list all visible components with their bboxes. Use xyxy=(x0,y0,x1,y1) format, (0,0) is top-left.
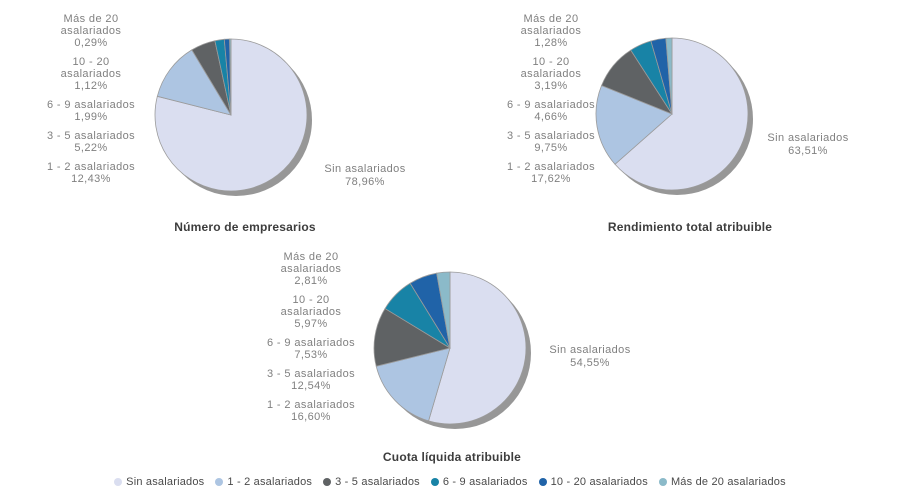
slice-label: Más de 20 asalariados 2,81% xyxy=(280,251,342,287)
legend-label: 10 - 20 asalariados xyxy=(550,476,648,488)
slice-label: 6 - 9 asalariados 1,99% xyxy=(46,99,136,123)
slice-label-sin-asalariados: Sin asalariados 63,51% xyxy=(767,132,849,157)
legend-swatch-icon xyxy=(658,478,667,486)
pie-slice-sin-asalariados[interactable] xyxy=(614,37,749,191)
legend-item[interactable]: 6 - 9 asalariados xyxy=(430,476,528,488)
legend-item[interactable]: 3 - 5 asalariados xyxy=(323,476,420,488)
slice-label: 1 - 2 asalariados 16,60% xyxy=(266,399,356,423)
slice-label: 6 - 9 asalariados 7,53% xyxy=(266,337,356,361)
legend-label: 1 - 2 asalariados xyxy=(227,476,313,488)
pie-slice-1-2-asalariados[interactable] xyxy=(595,84,673,165)
pie-slice-m-s-de-20-asalariados[interactable] xyxy=(229,38,232,116)
slice-label: 6 - 9 asalariados 4,66% xyxy=(506,99,596,123)
slice-labels-column: Más de 20 asalariados 1,28% 10 - 20 asalaria… xyxy=(476,13,626,185)
slice-labels-column: Más de 20 asalariados 0,29% 10 - 20 asalaria… xyxy=(16,13,166,185)
legend-item[interactable]: Más de 20 asalariados xyxy=(658,476,786,488)
chart-title: Número de empresarios xyxy=(174,220,316,234)
legend-swatch-icon xyxy=(215,478,224,486)
legend-swatch-icon xyxy=(430,478,439,486)
legend-swatch-icon xyxy=(323,478,332,486)
slice-label: 1 - 2 asalariados 17,62% xyxy=(506,161,596,185)
chart-title: Rendimiento total atribuible xyxy=(607,220,773,234)
pie-chart xyxy=(373,271,531,429)
pie-chart xyxy=(154,38,312,196)
legend-swatch-icon xyxy=(114,478,123,486)
legend: Sin asalariados 1 - 2 asalariados 3 - 5 as… xyxy=(0,476,900,488)
legend-item[interactable]: 10 - 20 asalariados xyxy=(538,476,648,488)
legend-label: 6 - 9 asalariados xyxy=(442,476,528,488)
slice-label: 10 - 20 asalariados 1,12% xyxy=(60,56,122,92)
slice-label: 10 - 20 asalariados 3,19% xyxy=(520,56,582,92)
slice-label: Más de 20 asalariados 1,28% xyxy=(520,13,582,49)
pie-slice-m-s-de-20-asalariados[interactable] xyxy=(436,271,451,349)
slice-label: 3 - 5 asalariados 12,54% xyxy=(266,368,356,392)
slice-label: 1 - 2 asalariados 12,43% xyxy=(46,161,136,185)
pie-slice-1-2-asalariados[interactable] xyxy=(375,347,451,422)
slice-label-sin-asalariados: Sin asalariados 54,55% xyxy=(549,344,631,369)
chart-title: Cuota líquida atribuible xyxy=(382,450,522,464)
pie-slice-3-5-asalariados[interactable] xyxy=(373,307,452,367)
slice-label: 3 - 5 asalariados 9,75% xyxy=(506,130,596,154)
slice-label-sin-asalariados: Sin asalariados 78,96% xyxy=(324,163,406,188)
legend-item[interactable]: Sin asalariados xyxy=(114,476,204,488)
pie-slice-m-s-de-20-asalariados[interactable] xyxy=(665,37,673,115)
legend-label: 3 - 5 asalariados xyxy=(335,476,420,488)
legend-item[interactable]: 1 - 2 asalariados xyxy=(215,476,312,488)
legend-label: Sin asalariados xyxy=(126,476,205,488)
legend-swatch-icon xyxy=(538,478,547,486)
pie-chart xyxy=(595,37,753,195)
slice-labels-column: Más de 20 asalariados 2,81% 10 - 20 asalaria… xyxy=(236,251,386,423)
slice-label: 10 - 20 asalariados 5,97% xyxy=(280,294,342,330)
pie-slice-1-2-asalariados[interactable] xyxy=(156,49,232,116)
slice-label: 3 - 5 asalariados 5,22% xyxy=(46,130,136,154)
pie-slice-sin-asalariados[interactable] xyxy=(428,271,527,425)
legend-label: Más de 20 asalariados xyxy=(670,476,786,488)
slice-label: Más de 20 asalariados 0,29% xyxy=(60,13,122,49)
